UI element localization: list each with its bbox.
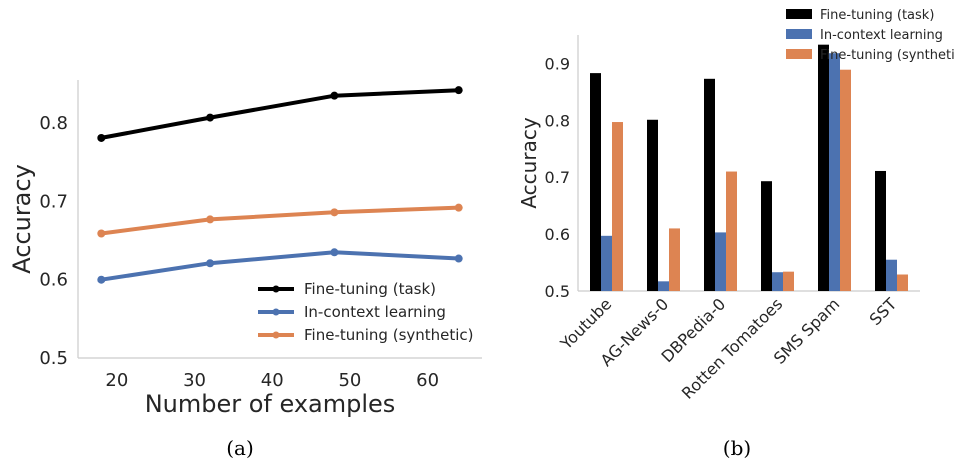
legend-item-in-context-learning: In-context learning [258, 303, 446, 321]
legend-item-fine-tuning-task: Fine-tuning (task) [786, 8, 934, 23]
panel-a-line-chart: 0.5 0.6 0.7 0.8 20 30 40 50 60 Number of exampl… [8, 80, 482, 460]
panel-a-y-tick-label: 0.8 [39, 113, 68, 134]
bar-fine-tuning-synthetic [612, 122, 623, 291]
bar-fine-tuning-task [818, 44, 829, 291]
panel-b-legend: Fine-tuning (task) In-context learning Fin… [786, 8, 954, 63]
panel-b-y-tick-label: 0.9 [545, 54, 570, 73]
panel-a-x-tick-label: 60 [416, 370, 439, 391]
bar-fine-tuning-task [875, 170, 886, 291]
panel-a-x-tick-label: 30 [183, 370, 206, 391]
bar-in-context-learning [715, 232, 726, 291]
bar-group-rotten-tomatoes [761, 181, 794, 291]
panel-a-y-axis-label: Accuracy [8, 164, 36, 274]
panel-b-y-tick-label: 0.8 [545, 111, 570, 130]
legend-marker [272, 285, 280, 293]
panel-b-y-tick-label: 0.7 [545, 168, 570, 187]
bar-fine-tuning-synthetic [726, 171, 737, 291]
data-point-fine-tuning-task [206, 113, 215, 122]
panel-b-y-ticks: 0.5 0.6 0.7 0.8 0.9 [545, 54, 570, 301]
bar-group-sst [875, 170, 908, 291]
data-point-fine-tuning-synthetic [206, 215, 215, 224]
legend-label: Fine-tuning (task) [820, 8, 934, 23]
legend-item-in-context-learning: In-context learning [786, 28, 943, 43]
panel-b-x-tick-label: Youtube [556, 294, 615, 353]
bar-in-context-learning [601, 235, 612, 291]
legend-marker [272, 308, 280, 316]
bar-in-context-learning [886, 259, 897, 291]
data-point-in-context-learning [330, 248, 339, 257]
bar-fine-tuning-synthetic [840, 69, 851, 291]
bar-fine-tuning-task [590, 73, 601, 291]
legend-item-fine-tuning-task: Fine-tuning (task) [258, 280, 436, 298]
legend-item-fine-tuning-synthetic: Fine-tuning (synthetic) [786, 48, 954, 63]
bar-in-context-learning [658, 281, 669, 291]
legend-swatch [786, 9, 812, 19]
data-point-fine-tuning-task [454, 86, 463, 95]
bar-group-youtube [590, 73, 623, 291]
bar-in-context-learning [772, 272, 783, 291]
panel-b-x-tick-label: SST [866, 294, 901, 329]
panel-a-x-tick-label: 20 [105, 370, 128, 391]
panel-b-y-axis-label: Accuracy [517, 117, 541, 208]
legend-label: Fine-tuning (synthetic) [820, 48, 954, 63]
panel-a-caption: (a) [226, 436, 254, 460]
panel-a-x-tick-label: 40 [261, 370, 284, 391]
bar-group-ag-news-0 [647, 119, 680, 292]
bar-fine-tuning-synthetic [897, 274, 908, 291]
data-point-fine-tuning-synthetic [330, 208, 339, 217]
bar-group-sms-spam [818, 44, 851, 292]
bar-fine-tuning-task [761, 181, 772, 291]
panel-b-caption: (b) [723, 436, 751, 460]
panel-a-y-tick-label: 0.5 [39, 348, 68, 369]
data-point-fine-tuning-task [330, 91, 339, 100]
series-line-fine-tuning-synthetic [99, 205, 461, 236]
legend-marker [272, 331, 280, 339]
panel-a-y-tick-label: 0.7 [39, 191, 68, 212]
series-in-context-learning [97, 248, 463, 284]
legend-label: In-context learning [820, 28, 943, 43]
legend-item-fine-tuning-synthetic: Fine-tuning (synthetic) [258, 326, 474, 344]
bar-fine-tuning-task [647, 119, 658, 292]
series-fine-tuning-synthetic [97, 203, 463, 238]
series-fine-tuning-task [97, 86, 463, 142]
data-point-fine-tuning-synthetic [97, 229, 106, 238]
panel-a-legend: Fine-tuning (task) In-context learning Fin… [258, 280, 474, 344]
panel-a-x-ticks: 20 30 40 50 60 [105, 370, 439, 391]
panel-b-bar-chart: 0.5 0.6 0.7 0.8 0.9 YoutubeAG-News-0DBPedia-… [517, 8, 954, 460]
data-point-in-context-learning [206, 259, 215, 268]
bar-in-context-learning [829, 53, 840, 292]
panel-b-y-tick-label: 0.6 [545, 225, 570, 244]
series-line-fine-tuning-task [99, 88, 461, 140]
data-point-fine-tuning-task [97, 133, 106, 142]
data-point-fine-tuning-synthetic [454, 203, 463, 212]
panel-a-x-tick-label: 50 [338, 370, 361, 391]
legend-label: In-context learning [304, 303, 446, 321]
series-line-in-context-learning [99, 250, 461, 282]
panel-b-x-tick-label: Rotten Tomatoes [678, 294, 786, 402]
data-point-in-context-learning [97, 275, 106, 284]
legend-label: Fine-tuning (synthetic) [304, 326, 474, 344]
panel-a-x-axis-label: Number of examples [145, 390, 396, 418]
legend-label: Fine-tuning (task) [304, 280, 436, 298]
panel-b-y-tick-label: 0.5 [545, 282, 570, 301]
bar-fine-tuning-synthetic [669, 228, 680, 291]
legend-swatch [786, 49, 812, 59]
bar-fine-tuning-task [704, 78, 715, 291]
panel-a-series [97, 86, 463, 284]
bar-group-dbpedia-0 [704, 78, 737, 291]
data-point-in-context-learning [454, 254, 463, 263]
panel-b-bars [590, 44, 908, 292]
bar-fine-tuning-synthetic [783, 271, 794, 291]
panel-a-y-tick-label: 0.6 [39, 270, 68, 291]
panel-a-y-ticks: 0.5 0.6 0.7 0.8 [39, 113, 68, 369]
legend-swatch [786, 29, 812, 39]
